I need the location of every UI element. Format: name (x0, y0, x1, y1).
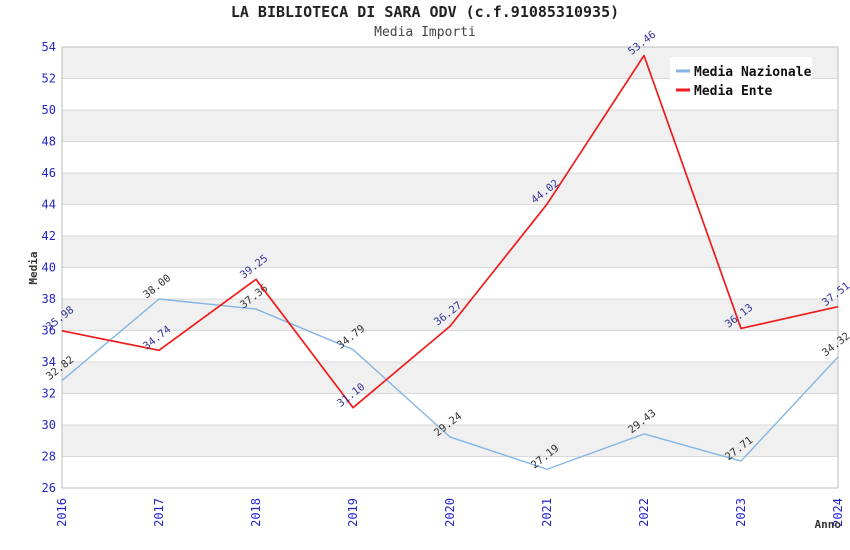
y-tick-label: 42 (42, 229, 56, 243)
series-line-media-nazionale (61, 298, 839, 470)
y-tick-label: 32 (42, 387, 56, 401)
y-tick-label: 54 (42, 40, 56, 54)
y-tick-label: 30 (42, 418, 56, 432)
legend-label-media-nazionale: Media Nazionale (694, 65, 812, 80)
plot-border (61, 46, 839, 489)
plot-band (62, 362, 838, 394)
y-tick-label: 34 (42, 355, 56, 369)
x-tick-label: 2019 (346, 498, 360, 527)
x-tick-label: 2018 (249, 498, 263, 527)
x-tick-label: 2016 (55, 498, 69, 527)
y-tick-label: 52 (42, 72, 56, 86)
y-tick-label: 44 (42, 198, 56, 212)
y-tick-label: 48 (42, 135, 56, 149)
data-label-media-nazionale: 38.00 (141, 272, 173, 301)
x-tick-label: 2017 (152, 498, 166, 527)
series-line-media-ente (61, 54, 839, 409)
x-tick-label: 2020 (443, 498, 457, 527)
y-axis-title: Media (27, 251, 40, 284)
x-tick-label: 2022 (637, 498, 651, 527)
plot-band (62, 173, 838, 205)
chart-subtitle: Media Importi (374, 25, 476, 40)
plot-band (62, 236, 838, 268)
y-tick-label: 28 (42, 450, 56, 464)
y-tick-label: 50 (42, 103, 56, 117)
x-tick-label: 2021 (540, 498, 554, 527)
plot-area: 26 28 30 32 34 36 38 40 42 44 46 48 50 52 54 2016 2017 20… (42, 29, 850, 527)
plot-band (62, 110, 838, 142)
legend-box (670, 57, 812, 103)
y-tick-label: 46 (42, 166, 56, 180)
chart-title: LA BIBLIOTECA DI SARA ODV (c.f.910853109… (231, 3, 619, 21)
x-tick-label: 2024 (831, 498, 845, 527)
x-tick-label: 2023 (734, 498, 748, 527)
x-axis-title: Anno (815, 518, 842, 531)
legend-label-media-ente: Media Ente (694, 84, 772, 99)
y-tick-label: 38 (42, 292, 56, 306)
plot-band (62, 425, 838, 457)
data-label-media-nazionale: 34.32 (820, 330, 850, 359)
y-tick-label: 26 (42, 481, 56, 495)
y-tick-label: 40 (42, 261, 56, 275)
y-tick-label: 36 (42, 324, 56, 338)
